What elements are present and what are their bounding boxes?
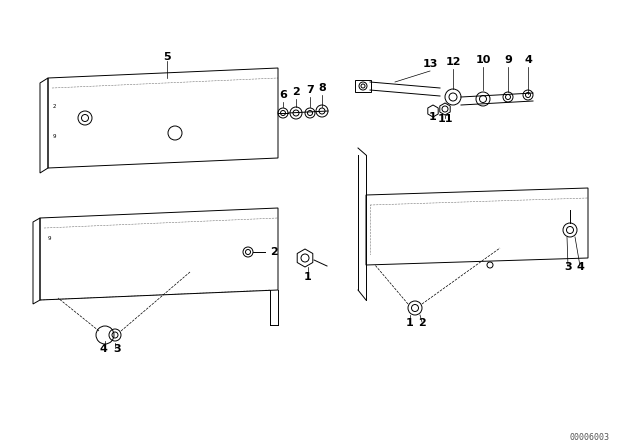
Text: 2: 2 [270, 247, 278, 257]
Text: 5: 5 [163, 52, 171, 62]
Text: 8: 8 [318, 83, 326, 93]
Text: 4: 4 [524, 55, 532, 65]
Text: 9: 9 [53, 134, 56, 139]
Text: 1: 1 [304, 272, 312, 282]
Text: 00006003: 00006003 [570, 433, 610, 442]
Text: 1: 1 [429, 112, 437, 122]
Text: 4: 4 [576, 262, 584, 272]
Text: 13: 13 [422, 59, 438, 69]
Text: 3: 3 [113, 344, 121, 354]
Text: 4: 4 [99, 344, 107, 354]
Text: 2: 2 [292, 87, 300, 97]
Text: 9: 9 [48, 236, 51, 241]
Text: 6: 6 [279, 90, 287, 100]
Text: 10: 10 [476, 55, 491, 65]
Text: 2: 2 [418, 318, 426, 328]
Text: 7: 7 [306, 85, 314, 95]
Text: 3: 3 [564, 262, 572, 272]
Text: 12: 12 [445, 57, 461, 67]
Text: 2: 2 [53, 104, 56, 109]
Text: 11: 11 [437, 114, 452, 124]
Text: 1: 1 [406, 318, 414, 328]
Text: 9: 9 [504, 55, 512, 65]
